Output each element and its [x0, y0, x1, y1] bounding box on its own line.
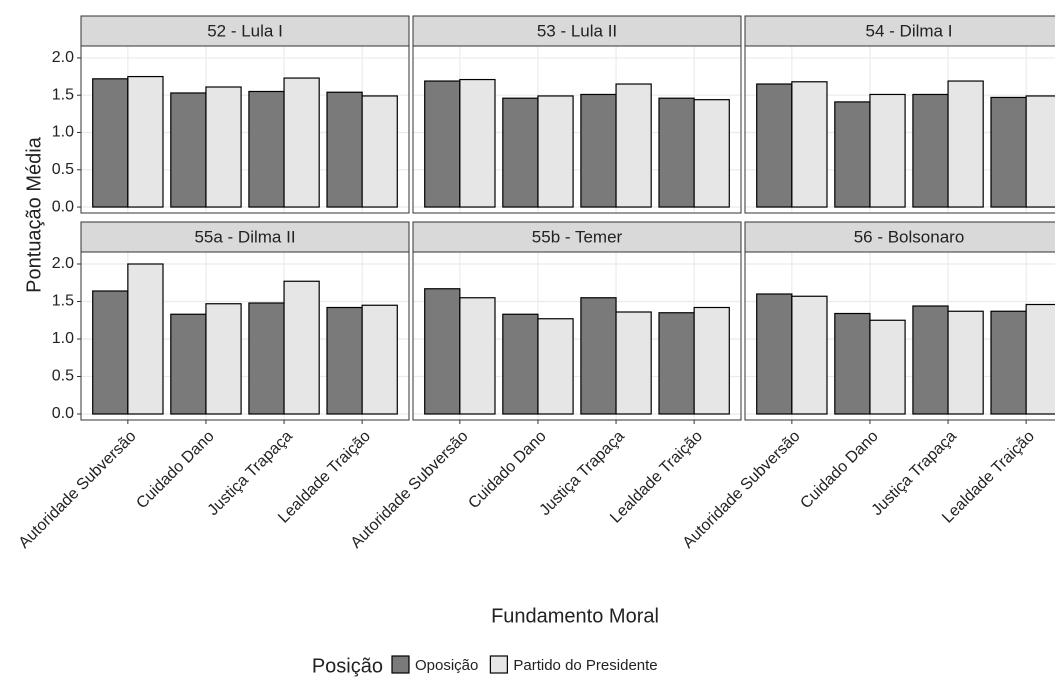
bar — [248, 302, 285, 415]
bar — [92, 290, 129, 415]
bar — [1025, 95, 1055, 208]
bar — [947, 80, 984, 208]
bar — [283, 77, 320, 208]
y-tick-label: 1.0 — [52, 124, 74, 141]
bar — [170, 92, 207, 208]
panel-border — [412, 251, 742, 421]
x-tick-label: Justiça Trapaça — [869, 428, 960, 519]
bar — [693, 306, 730, 415]
y-tick-label: 2.0 — [52, 49, 74, 66]
x-tick-label: Cuidado Dano — [797, 428, 881, 512]
bar — [869, 93, 906, 208]
bar — [205, 303, 242, 415]
x-tick-label: Justiça Trapaça — [537, 428, 628, 519]
bar — [912, 93, 949, 208]
legend-swatch — [489, 655, 508, 674]
strip — [744, 15, 1055, 47]
bar — [127, 263, 164, 415]
panel-title: 55b - Temer — [532, 227, 623, 246]
panel-title: 54 - Dilma I — [866, 21, 953, 40]
y-tick-label: 1.0 — [52, 330, 74, 347]
strip — [412, 221, 742, 253]
bar — [205, 86, 242, 208]
bar — [756, 83, 793, 208]
bar — [869, 319, 906, 415]
bar — [424, 80, 461, 208]
bar — [424, 288, 461, 415]
panel-title: 56 - Bolsonaro — [854, 227, 965, 246]
bar — [502, 97, 539, 208]
bar — [912, 305, 949, 415]
x-axis-label: Fundamento Moral — [491, 605, 659, 627]
bar — [580, 93, 617, 208]
y-tick-label: 0.5 — [52, 161, 74, 178]
panel-border — [744, 251, 1055, 421]
x-tick-label: Cuidado Dano — [465, 428, 549, 512]
bar — [459, 297, 496, 415]
bar — [170, 313, 207, 415]
bar — [127, 75, 164, 208]
y-tick-label: 1.5 — [52, 293, 74, 310]
bar — [658, 97, 695, 208]
bar — [615, 311, 652, 415]
bar — [791, 81, 828, 208]
strip — [744, 221, 1055, 253]
bar — [693, 99, 730, 208]
bar — [502, 313, 539, 415]
strip — [412, 15, 742, 47]
bar — [283, 280, 320, 415]
bar — [990, 310, 1027, 415]
bar — [834, 312, 871, 415]
bar — [791, 295, 828, 415]
bar — [1025, 303, 1055, 415]
bar — [459, 78, 496, 208]
bar — [537, 318, 574, 415]
strip — [80, 221, 410, 253]
y-tick-label: 1.5 — [52, 86, 74, 103]
legend-title: Posição — [312, 655, 383, 677]
y-tick-label: 0.5 — [52, 368, 74, 385]
y-tick-label: 0.0 — [52, 198, 74, 215]
panel-border — [744, 45, 1055, 214]
panel-border — [80, 45, 410, 214]
panel-title: 52 - Lula I — [207, 21, 283, 40]
panel-border — [80, 251, 410, 421]
bar — [990, 96, 1027, 208]
x-tick-label: Autoridade Subversão — [16, 428, 140, 552]
bar — [756, 293, 793, 415]
bar — [834, 101, 871, 208]
bar — [361, 95, 398, 208]
y-axis-label: Pontuação Média — [23, 136, 45, 293]
bar — [615, 83, 652, 208]
panel-title: 55a - Dilma II — [194, 227, 295, 246]
bar — [248, 90, 285, 208]
x-tick-label: Cuidado Dano — [133, 428, 217, 512]
panel-border — [412, 45, 742, 214]
legend-label: Oposição — [415, 657, 478, 674]
y-tick-label: 2.0 — [52, 255, 74, 272]
y-tick-label: 0.0 — [52, 405, 74, 422]
bar — [580, 297, 617, 415]
x-tick-label: Justiça Trapaça — [205, 428, 296, 519]
bar — [326, 91, 363, 208]
bar — [537, 95, 574, 208]
legend-label: Partido do Presidente — [513, 657, 657, 674]
bar — [658, 312, 695, 415]
legend-swatch — [391, 655, 410, 674]
bar — [92, 78, 129, 208]
panel-title: 53 - Lula II — [537, 21, 617, 40]
bar — [326, 306, 363, 415]
strip — [80, 15, 410, 47]
bar — [361, 304, 398, 415]
bar — [947, 310, 984, 415]
